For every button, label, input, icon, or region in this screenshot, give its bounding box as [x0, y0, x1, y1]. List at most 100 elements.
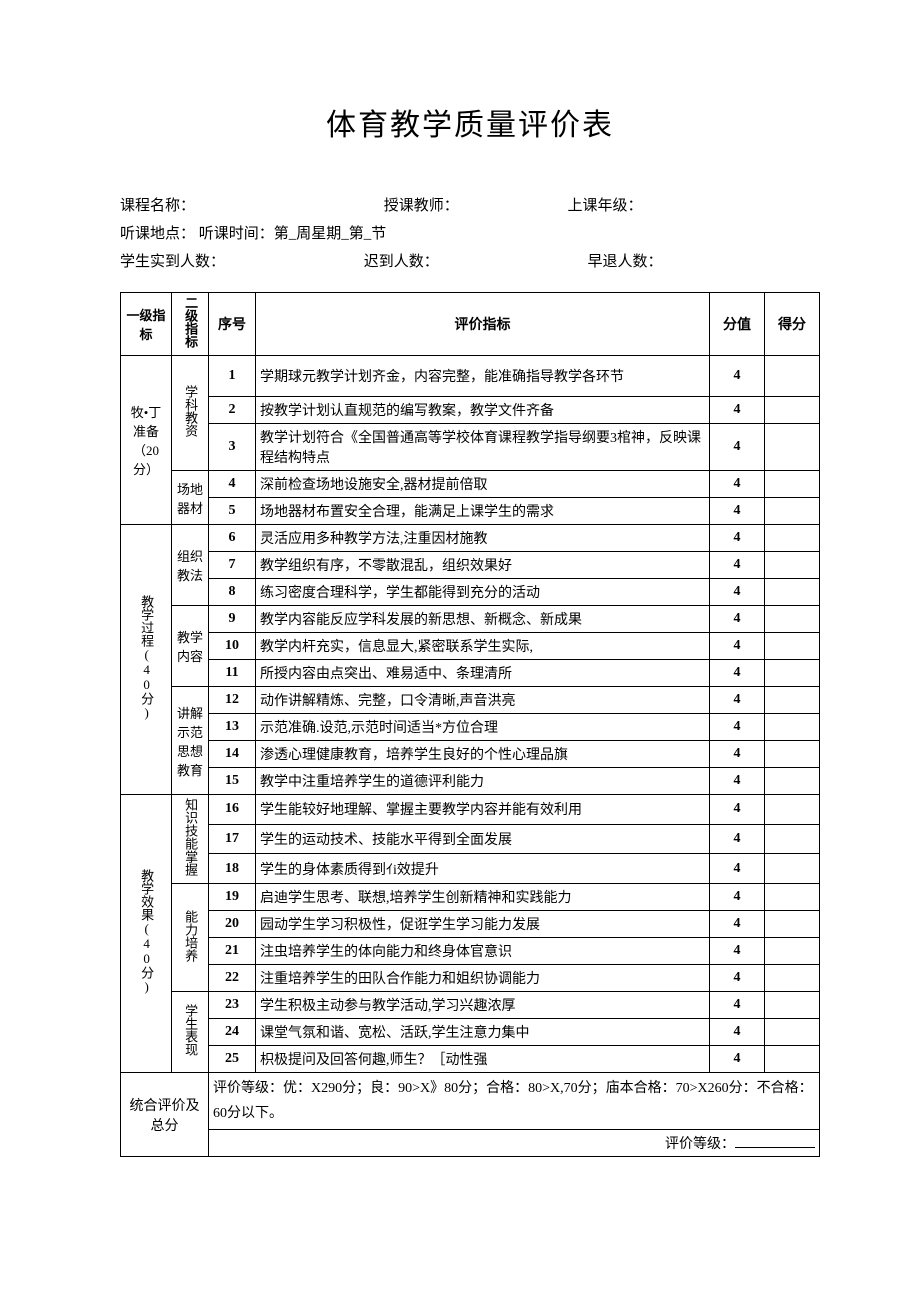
seq-cell: 20 — [209, 911, 256, 938]
th-got: 得分 — [765, 293, 820, 356]
level2-cell: 场地器材 — [172, 471, 209, 525]
indicator-cell: 学期球元教学计划齐金，内容完整，能准确指导教学各环节 — [256, 356, 710, 397]
got-cell[interactable] — [765, 714, 820, 741]
got-cell[interactable] — [765, 884, 820, 911]
got-cell[interactable] — [765, 965, 820, 992]
course-label: 课程名称： — [120, 194, 380, 218]
table-row: 场地器材 4 深前检查场地设施安全,器材提前倍取 4 — [121, 471, 820, 498]
level1-cell: 教学效果(40分) — [121, 795, 172, 1073]
got-cell[interactable] — [765, 687, 820, 714]
seq-cell: 15 — [209, 768, 256, 795]
indicator-cell: 教学中注重培养学生的道德评利能力 — [256, 768, 710, 795]
seq-cell: 11 — [209, 660, 256, 687]
indicator-cell: 枳极提问及回答何趣,师生？［动性强 — [256, 1046, 710, 1073]
present-label: 学生实到人数： — [120, 250, 360, 274]
score-cell: 4 — [710, 938, 765, 965]
seq-cell: 14 — [209, 741, 256, 768]
indicator-cell: 课堂气氛和谐、宽松、活跃,学生注意力集中 — [256, 1019, 710, 1046]
level2-cell: 讲解示范思想教育 — [172, 687, 209, 795]
summary-grade-row: 评价等级： — [121, 1130, 820, 1157]
indicator-cell: 学生的身体素质得到ｲi效提升 — [256, 854, 710, 884]
time-label: 听课时间：第_周星期_第_节 — [199, 222, 387, 246]
indicator-cell: 教学组织有序，不零散混乱，组织效果好 — [256, 552, 710, 579]
seq-cell: 4 — [209, 471, 256, 498]
table-row: 21 注虫培养学生的体向能力和终身体官意识 4 — [121, 938, 820, 965]
score-cell: 4 — [710, 714, 765, 741]
got-cell[interactable] — [765, 525, 820, 552]
page-title: 体育教学质量评价表 — [120, 100, 820, 144]
late-label: 迟到人数： — [364, 250, 584, 274]
got-cell[interactable] — [765, 356, 820, 397]
score-cell: 4 — [710, 965, 765, 992]
level2-cell: 学科教资 — [172, 356, 209, 471]
seq-cell: 25 — [209, 1046, 256, 1073]
indicator-cell: 渗透心理健康教育，培养学生良好的个性心理品旗 — [256, 741, 710, 768]
indicator-cell: 学生积极主动参与教学活动,学习兴趣浓厚 — [256, 992, 710, 1019]
grade-label: 评价等级： — [665, 1137, 735, 1152]
table-row: 教学过程(40分) 组织教法 6 灵活应用多种教学方法,注重因材施教 4 — [121, 525, 820, 552]
early-label: 早退人数： — [588, 250, 663, 274]
score-cell: 4 — [710, 1046, 765, 1073]
seq-cell: 19 — [209, 884, 256, 911]
seq-cell: 9 — [209, 606, 256, 633]
meta-line-3: 学生实到人数： 迟到人数： 早退人数： — [120, 250, 820, 274]
score-cell: 4 — [710, 633, 765, 660]
indicator-cell: 启迪学生思考、联想,培养学生创新精神和实践能力 — [256, 884, 710, 911]
table-row: 牧•丁准备（20分） 学科教资 1 学期球元教学计划齐金，内容完整，能准确指导教… — [121, 356, 820, 397]
got-cell[interactable] — [765, 552, 820, 579]
score-cell: 4 — [710, 741, 765, 768]
grade-blank[interactable] — [735, 1133, 815, 1148]
got-cell[interactable] — [765, 424, 820, 471]
got-cell[interactable] — [765, 824, 820, 854]
seq-cell: 7 — [209, 552, 256, 579]
meta-line-2: 听课地点： 听课时间：第_周星期_第_节 — [120, 222, 820, 246]
score-cell: 4 — [710, 992, 765, 1019]
seq-cell: 10 — [209, 633, 256, 660]
seq-cell: 13 — [209, 714, 256, 741]
got-cell[interactable] — [765, 579, 820, 606]
indicator-cell: 教学内杆充实，信息显大,紧密联系学生实际, — [256, 633, 710, 660]
score-cell: 4 — [710, 911, 765, 938]
indicator-cell: 示范准确.设范,示范时间适当*方位合理 — [256, 714, 710, 741]
indicator-cell: 场地器材布置安全合理，能满足上课学生的需求 — [256, 498, 710, 525]
got-cell[interactable] — [765, 854, 820, 884]
seq-cell: 5 — [209, 498, 256, 525]
seq-cell: 18 — [209, 854, 256, 884]
table-header-row: 一级指标 二级指标 序号 评价指标 分值 得分 — [121, 293, 820, 356]
score-cell: 4 — [710, 498, 765, 525]
got-cell[interactable] — [765, 660, 820, 687]
seq-cell: 2 — [209, 397, 256, 424]
score-cell: 4 — [710, 424, 765, 471]
score-cell: 4 — [710, 1019, 765, 1046]
got-cell[interactable] — [765, 795, 820, 825]
got-cell[interactable] — [765, 938, 820, 965]
seq-cell: 21 — [209, 938, 256, 965]
table-row: 学生表现 23 学生积极主动参与教学活动,学习兴趣浓厚 4 — [121, 992, 820, 1019]
seq-cell: 23 — [209, 992, 256, 1019]
indicator-cell: 学生的运动技术、技能水平得到全面发展 — [256, 824, 710, 854]
got-cell[interactable] — [765, 741, 820, 768]
indicator-cell: 深前检查场地设施安全,器材提前倍取 — [256, 471, 710, 498]
seq-cell: 1 — [209, 356, 256, 397]
table-row: 3 教学计划符合《全国普通高等学校体育课程教学指导纲要3棺神，反映课程结构特点 … — [121, 424, 820, 471]
level1-cell: 牧•丁准备（20分） — [121, 356, 172, 525]
got-cell[interactable] — [765, 911, 820, 938]
score-cell: 4 — [710, 768, 765, 795]
table-row: 17 学生的运动技术、技能水平得到全面发展 4 — [121, 824, 820, 854]
th-level2: 二级指标 — [172, 293, 209, 356]
got-cell[interactable] — [765, 397, 820, 424]
got-cell[interactable] — [765, 768, 820, 795]
indicator-cell: 教学计划符合《全国普通高等学校体育课程教学指导纲要3棺神，反映课程结构特点 — [256, 424, 710, 471]
got-cell[interactable] — [765, 633, 820, 660]
got-cell[interactable] — [765, 992, 820, 1019]
got-cell[interactable] — [765, 1019, 820, 1046]
score-cell: 4 — [710, 552, 765, 579]
level2-cell: 能力培养 — [172, 884, 209, 992]
got-cell[interactable] — [765, 1046, 820, 1073]
got-cell[interactable] — [765, 606, 820, 633]
indicator-cell: 园动学生学习积极性，促诳学生学习能力发展 — [256, 911, 710, 938]
table-row: 25 枳极提问及回答何趣,师生？［动性强 4 — [121, 1046, 820, 1073]
got-cell[interactable] — [765, 471, 820, 498]
got-cell[interactable] — [765, 498, 820, 525]
table-row: 8 练习密度合理科学，学生都能得到充分的活动 4 — [121, 579, 820, 606]
